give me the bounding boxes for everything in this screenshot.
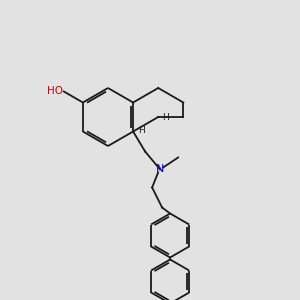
Text: H: H (162, 112, 169, 122)
Text: HO: HO (47, 86, 63, 97)
Text: H: H (138, 126, 145, 135)
Text: N: N (156, 164, 164, 175)
